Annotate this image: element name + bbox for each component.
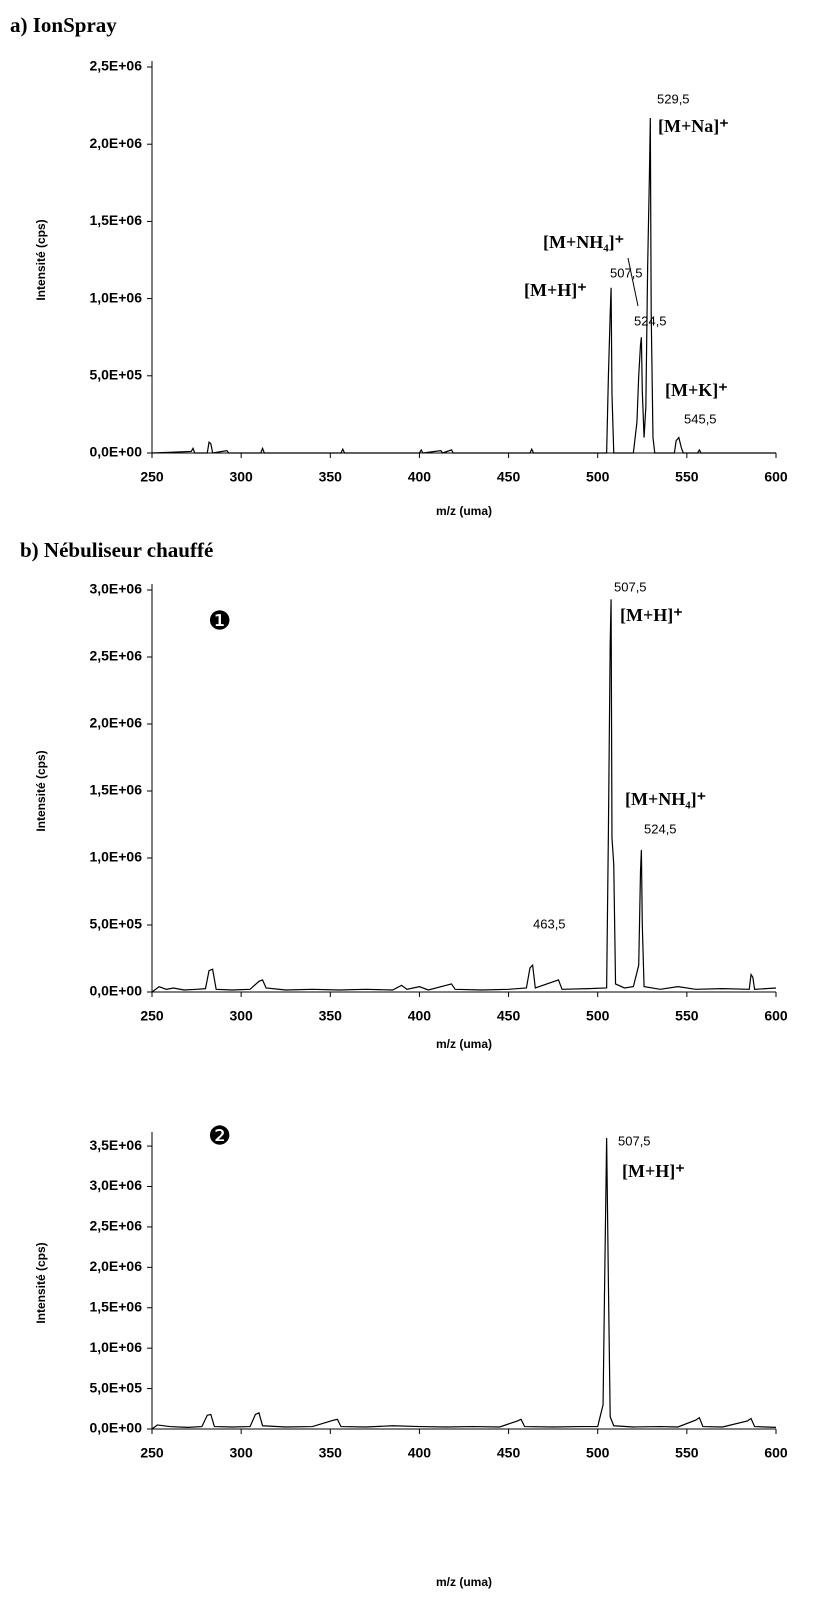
y-tick-label: 2,5E+06: [89, 648, 142, 664]
annotation: 463,5: [533, 916, 566, 931]
x-tick-label: 300: [229, 1445, 253, 1461]
x-tick-label: 600: [764, 469, 788, 485]
x-tick-label: 450: [497, 1445, 521, 1461]
x-tick-label: 500: [586, 1008, 610, 1024]
annotation: [M+H]⁺: [524, 280, 587, 300]
x-tick-label: 550: [675, 1008, 699, 1024]
annotation: 529,5: [657, 91, 690, 106]
annotation: ❶: [208, 607, 231, 637]
section-title: a) IonSpray: [10, 13, 117, 37]
annotation: [M+Na]⁺: [658, 116, 729, 136]
x-tick-label: 600: [764, 1008, 788, 1024]
x-tick-label: 450: [497, 1008, 521, 1024]
y-tick-label: 1,0E+06: [89, 289, 142, 305]
annotation: 507,5: [610, 265, 643, 280]
y-axis-title: Intensité (cps): [34, 750, 48, 831]
y-tick-label: 5,0E+05: [89, 916, 142, 932]
y-tick-label: 2,0E+06: [89, 715, 142, 731]
x-tick-label: 500: [586, 1445, 610, 1461]
x-tick-label: 500: [586, 469, 610, 485]
x-tick-label: 300: [229, 1008, 253, 1024]
section-title: b) Nébuliseur chauffé: [20, 538, 213, 562]
x-tick-label: 600: [764, 1445, 788, 1461]
y-tick-label: 2,0E+06: [89, 135, 142, 151]
x-tick-label: 350: [319, 1008, 343, 1024]
x-tick-label: 400: [408, 469, 432, 485]
x-tick-label: 250: [140, 469, 164, 485]
y-tick-label: 5,0E+05: [89, 367, 142, 383]
annotation: [M+NH₄]⁺: [625, 789, 706, 809]
x-tick-label: 250: [140, 1008, 164, 1024]
spectrum-line: [151, 599, 777, 993]
x-tick-label: 250: [140, 1445, 164, 1461]
y-tick-label: 2,5E+06: [89, 58, 142, 74]
y-tick-label: 0,0E+00: [89, 1420, 142, 1436]
x-tick-label: 300: [229, 469, 253, 485]
annotation: [M+NH₄]⁺: [543, 232, 624, 252]
annotation-leader: [627, 257, 639, 307]
y-tick-label: 5,0E+05: [89, 1379, 142, 1395]
annotation: 524,5: [644, 821, 677, 836]
x-tick-label: 550: [675, 1445, 699, 1461]
y-axis-title: Intensité (cps): [34, 1242, 48, 1323]
y-tick-label: 1,5E+06: [89, 782, 142, 798]
annotation: [M+H]⁺: [622, 1161, 685, 1181]
y-tick-label: 1,5E+06: [89, 212, 142, 228]
x-tick-label: 350: [319, 1445, 343, 1461]
annotation: [M+K]⁺: [665, 380, 728, 400]
annotation: 545,5: [684, 411, 717, 426]
y-tick-label: 1,0E+06: [89, 849, 142, 865]
x-tick-label: 450: [497, 469, 521, 485]
x-tick-label: 400: [408, 1445, 432, 1461]
y-tick-label: 3,5E+06: [89, 1137, 142, 1153]
y-tick-label: 1,5E+06: [89, 1298, 142, 1314]
spectrum-line: [151, 117, 776, 454]
x-axis-title: m/z (uma): [436, 1575, 492, 1589]
y-tick-label: 3,0E+06: [89, 1177, 142, 1193]
y-tick-label: 2,5E+06: [89, 1218, 142, 1234]
annotation: [M+H]⁺: [620, 605, 683, 625]
y-axis-title: Intensité (cps): [34, 219, 48, 300]
x-tick-label: 350: [319, 469, 343, 485]
y-tick-label: 0,0E+00: [89, 444, 142, 460]
y-tick-label: 0,0E+00: [89, 983, 142, 999]
annotation: 507,5: [614, 579, 647, 594]
annotation: 507,5: [618, 1133, 651, 1148]
y-tick-label: 2,0E+06: [89, 1258, 142, 1274]
annotation: ❷: [208, 1122, 231, 1152]
annotation: 524,5: [634, 313, 667, 328]
y-tick-label: 3,0E+06: [89, 581, 142, 597]
spectrum-line: [151, 1137, 777, 1430]
x-tick-label: 550: [675, 469, 699, 485]
x-axis-title: m/z (uma): [436, 1037, 492, 1051]
x-axis-title: m/z (uma): [436, 504, 492, 518]
x-tick-label: 400: [408, 1008, 432, 1024]
y-tick-label: 1,0E+06: [89, 1339, 142, 1355]
